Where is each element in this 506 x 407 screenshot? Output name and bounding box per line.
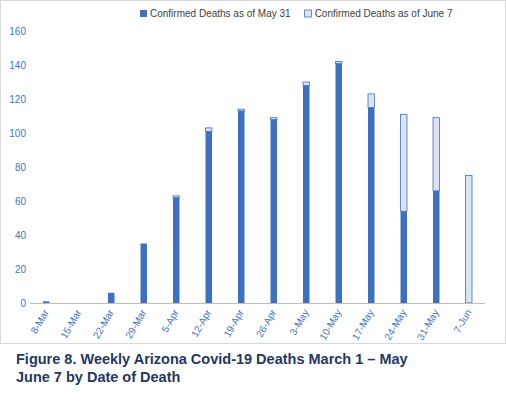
bar	[43, 301, 50, 302]
chart-frame	[1, 1, 506, 344]
legend-swatch	[140, 10, 147, 17]
bar	[271, 118, 278, 120]
bar	[336, 62, 343, 64]
x-tick-label: 26-Apr	[254, 307, 279, 339]
bar	[173, 196, 180, 198]
bar	[76, 303, 83, 304]
chart: 0 20 40 60 80 100 120 140 160 8-Mar 15-Mar 22-Mar29…	[0, 0, 506, 345]
y-tick-label: 40	[15, 230, 27, 241]
bar	[141, 243, 148, 244]
bar	[401, 114, 408, 211]
y-tick	[27, 167, 30, 168]
y-tick-label: 20	[15, 264, 27, 275]
y-tick	[27, 269, 30, 270]
y-tick-label: 0	[20, 298, 26, 309]
bar	[206, 128, 213, 131]
bar	[271, 119, 278, 303]
caption: Figure 8. Weekly Arizona Covid-19 Deaths…	[16, 350, 441, 386]
y-tick-label: 140	[9, 60, 26, 71]
bar	[206, 131, 213, 303]
legend-label: Confirmed Deaths as of June 7	[315, 8, 453, 19]
bar	[108, 292, 115, 293]
y-tick-label: 100	[9, 128, 26, 139]
bar	[141, 244, 148, 304]
x-tick-label: 10-May	[317, 308, 343, 342]
legend-swatch	[305, 10, 312, 17]
x-tick-label: 15-Mar	[58, 307, 84, 341]
x-tick-label: 7-Jun	[451, 308, 473, 335]
bar	[336, 63, 343, 303]
legend-label: Confirmed Deaths as of May 31	[150, 8, 291, 19]
bar	[401, 211, 408, 303]
x-tick-label: 24-May	[382, 308, 408, 342]
bar	[303, 85, 310, 303]
bar	[43, 301, 50, 303]
bar	[76, 303, 83, 304]
y-tick-label: 120	[9, 94, 26, 105]
bar	[368, 94, 375, 108]
x-tick-label: 3-May	[288, 308, 311, 338]
y-tick	[27, 133, 30, 134]
x-tick-label: 5-Apr	[159, 307, 181, 334]
x-tick-label: 31-May	[415, 308, 441, 342]
y-tick	[27, 201, 30, 202]
bars	[43, 62, 472, 303]
y-tick	[27, 31, 30, 32]
y-tick	[27, 303, 30, 304]
x-tick-label: 8-Mar	[28, 307, 51, 336]
x-tick-label: 22-Mar	[91, 307, 117, 341]
y-tick	[27, 235, 30, 236]
bar	[433, 191, 440, 303]
bar	[368, 108, 375, 304]
y-tick-label: 160	[9, 26, 26, 37]
x-tick-label: 19-Apr	[221, 307, 246, 339]
bar	[238, 111, 245, 303]
y-tick	[27, 65, 30, 66]
bar	[303, 82, 310, 85]
bar	[238, 109, 245, 111]
y-tick	[27, 99, 30, 100]
x-axis	[30, 303, 485, 304]
bar	[108, 293, 115, 303]
y-tick-label: 80	[15, 162, 27, 173]
x-tick-label: 29-Mar	[123, 307, 149, 341]
x-tick-label: 12-Apr	[189, 307, 214, 339]
x-tick-label: 17-May	[350, 308, 376, 342]
bar	[466, 176, 473, 304]
bar	[173, 198, 180, 303]
y-tick-label: 60	[15, 196, 27, 207]
bar	[433, 118, 440, 191]
